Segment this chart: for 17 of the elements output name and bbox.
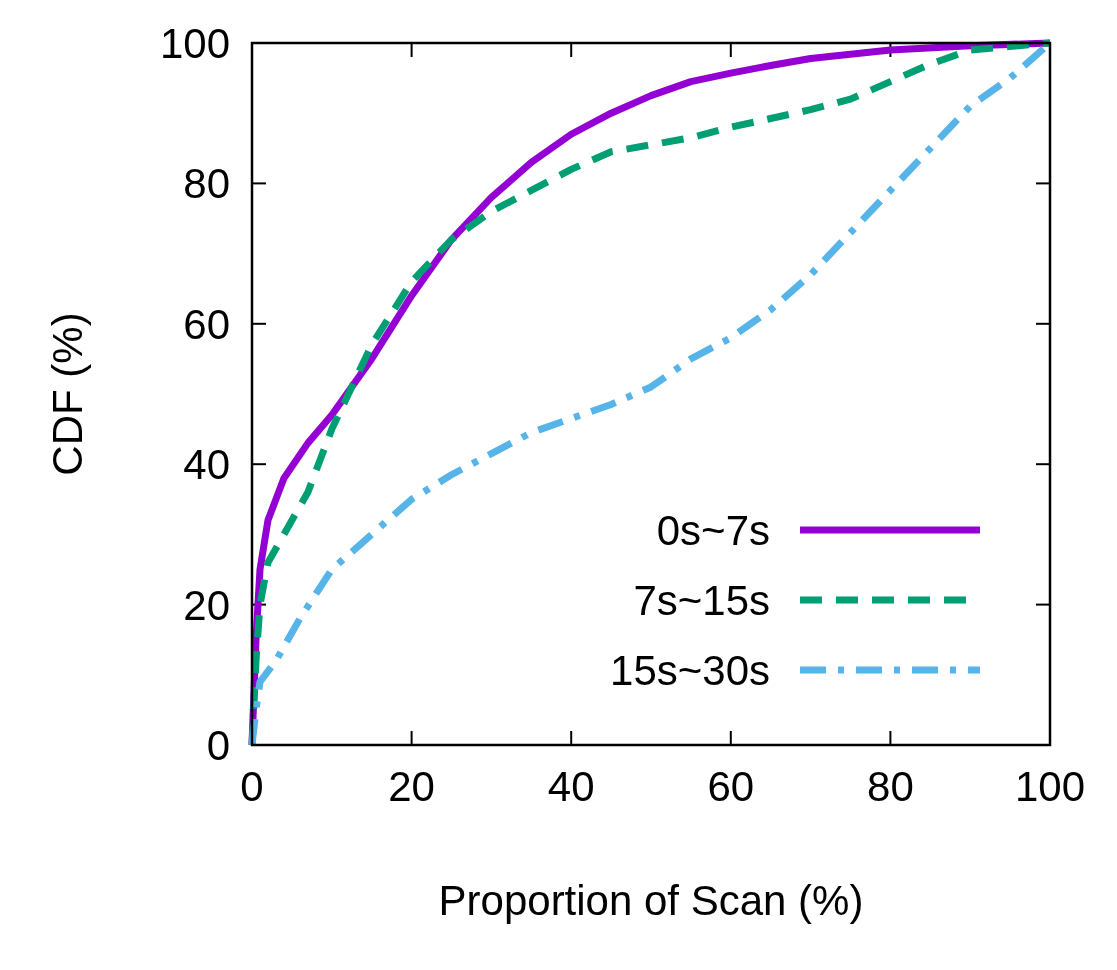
y-tick-label: 20 <box>183 581 230 629</box>
y-tick-label: 60 <box>183 300 230 348</box>
legend-label: 15s~30s <box>610 647 770 694</box>
legend-label: 0s~7s <box>656 507 770 554</box>
x-tick-label: 100 <box>1014 763 1086 810</box>
y-tick-label: 100 <box>159 20 230 67</box>
y-tick-label: 40 <box>183 441 230 489</box>
y-tick-label: 0 <box>206 722 230 769</box>
x-tick-label: 60 <box>707 763 755 810</box>
y-axis-title: CDF (%) <box>44 312 91 476</box>
x-tick-label: 0 <box>240 763 264 810</box>
x-axis-title: Proportion of Scan (%) <box>438 877 864 924</box>
x-tick-label: 20 <box>388 763 435 810</box>
x-tick-label: 80 <box>867 763 914 810</box>
y-tick-label: 80 <box>183 160 230 208</box>
legend-label: 7s~15s <box>633 577 770 624</box>
x-tick-label: 40 <box>547 763 595 810</box>
